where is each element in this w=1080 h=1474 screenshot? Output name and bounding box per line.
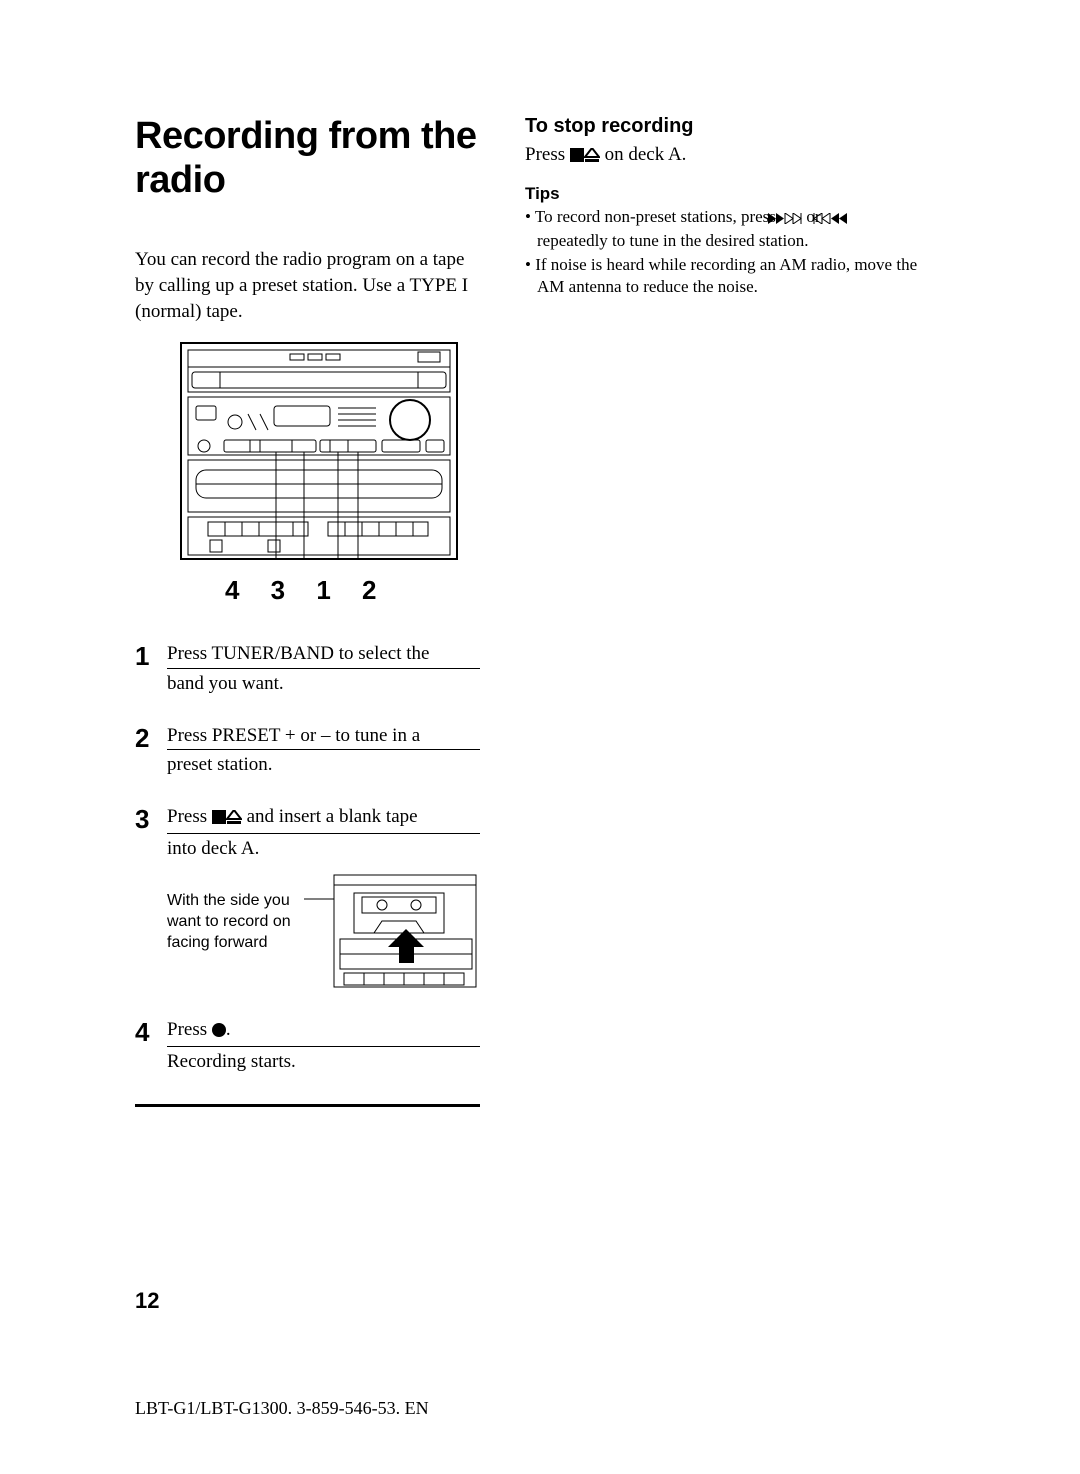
stop-recording-heading: To stop recording	[525, 115, 920, 138]
step-number: 4	[135, 1017, 167, 1074]
tip-2-text: If noise is heard while recording an AM …	[535, 255, 917, 296]
step-1: 1 Press TUNER/BAND to select the band yo…	[135, 641, 480, 696]
stop-icon	[570, 144, 584, 170]
step-2-rest: preset station.	[167, 752, 480, 778]
footer-text: LBT-G1/LBT-G1300. 3-859-546-53. EN	[135, 1398, 429, 1419]
step-number: 3	[135, 804, 167, 991]
eject-icon	[226, 806, 242, 832]
step-4-post: .	[226, 1019, 231, 1040]
tape-caption: With the side you want to record on faci…	[167, 871, 292, 953]
step-3-pre: Press	[167, 806, 212, 827]
device-diagram	[180, 342, 458, 565]
tips-list: To record non-preset stations, press or …	[525, 206, 920, 298]
prev-rewind-icon	[825, 208, 847, 230]
stop-icon	[212, 806, 226, 832]
left-column: Recording from the radio You can record …	[135, 115, 480, 1107]
step-3-headline: Press and insert a blank tape	[167, 804, 480, 834]
step-number: 1	[135, 641, 167, 696]
tips-heading: Tips	[525, 184, 920, 204]
tape-deck-illustration	[304, 871, 479, 991]
record-icon	[212, 1019, 226, 1045]
step-1-headline: Press TUNER/BAND to select the	[167, 641, 480, 669]
tip-item: If noise is heard while recording an AM …	[525, 254, 920, 298]
stop-recording-body: Press on deck A.	[525, 142, 920, 170]
right-column: To stop recording Press on deck A. Tips …	[525, 115, 920, 1107]
tape-insert-diagram: With the side you want to record on faci…	[167, 871, 480, 991]
stop-body-pre: Press	[525, 144, 570, 165]
tip-item: To record non-preset stations, press or …	[525, 206, 920, 252]
section-rule	[135, 1104, 480, 1107]
intro-paragraph: You can record the radio program on a ta…	[135, 247, 480, 324]
tip-1-post: repeatedly to tune in the desired statio…	[537, 231, 808, 250]
tip-1-pre: To record non-preset stations, press	[535, 207, 780, 226]
step-2: 2 Press PRESET + or – to tune in a prese…	[135, 723, 480, 778]
step-number: 2	[135, 723, 167, 778]
step-4-pre: Press	[167, 1019, 212, 1040]
step-3-rest: into deck A.	[167, 836, 480, 862]
diagram-callout-numbers: 4 3 1 2	[135, 575, 480, 606]
page-number: 12	[135, 1288, 159, 1314]
ffwd-next-icon	[780, 208, 802, 230]
step-2-headline: Press PRESET + or – to tune in a	[167, 723, 480, 751]
step-1-rest: band you want.	[167, 671, 480, 697]
step-4-headline: Press .	[167, 1017, 480, 1047]
step-4-rest: Recording starts.	[167, 1049, 480, 1075]
page-title: Recording from the radio	[135, 115, 480, 202]
step-3: 3 Press and insert a blank tape into dec…	[135, 804, 480, 991]
step-3-post: and insert a blank tape	[242, 806, 418, 827]
step-4: 4 Press . Recording starts.	[135, 1017, 480, 1074]
stop-body-post: on deck A.	[600, 144, 687, 165]
eject-icon	[584, 144, 600, 170]
